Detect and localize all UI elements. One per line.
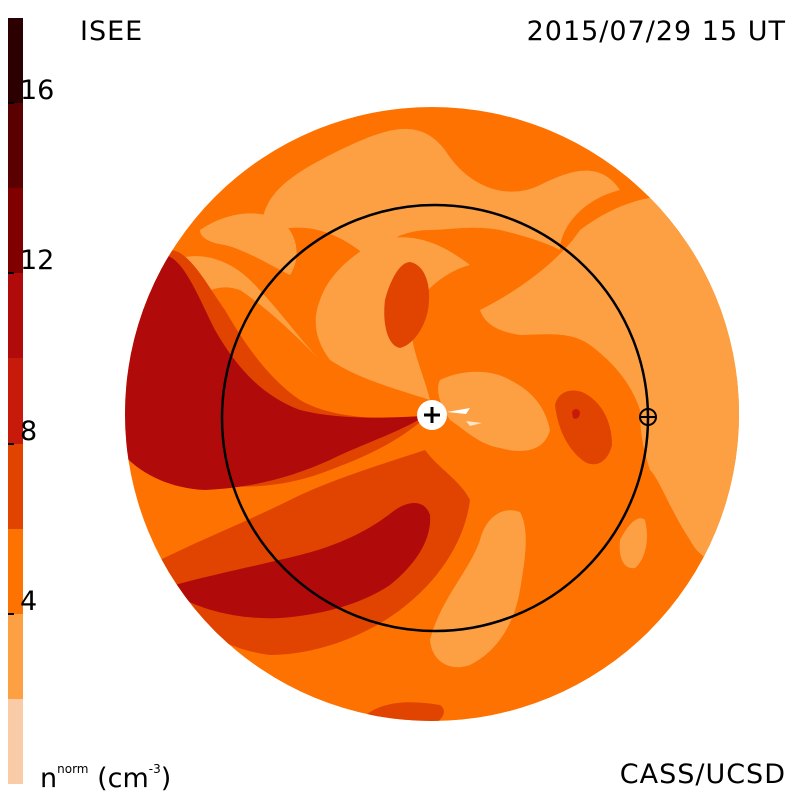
unit-exponent: -3 — [148, 762, 161, 776]
credit-label: CASS/UCSD — [619, 759, 786, 790]
colorbar-tick-label: 4 — [20, 585, 38, 617]
unit-symbol: n — [40, 763, 58, 794]
colorbar-segment — [8, 443, 23, 529]
unit-paren: (cm — [88, 763, 149, 794]
colorbar-segment — [8, 613, 23, 699]
colorbar — [8, 18, 23, 784]
sun-wisp — [447, 408, 470, 414]
region-mid-north-blob — [384, 262, 430, 348]
colorbar-tick-mark — [8, 272, 14, 275]
colorbar-segment — [8, 273, 23, 359]
colorbar-segment — [8, 698, 23, 784]
region-light-southeast — [619, 518, 647, 569]
sun-wisp-2 — [466, 421, 482, 426]
region-high-west — [125, 256, 425, 490]
colorbar-segment — [8, 18, 23, 104]
unit-close: ) — [160, 763, 172, 794]
colorbar-tick-label: 12 — [20, 245, 55, 277]
colorbar-tick-label: 8 — [20, 415, 38, 447]
unit-superscript: norm — [57, 762, 89, 776]
region-light-center — [438, 371, 550, 451]
region-high-east-spot — [572, 409, 580, 419]
colorbar-segment — [8, 528, 23, 614]
colorbar-segment — [8, 358, 23, 444]
region-mid-south-edge — [360, 702, 444, 721]
region-mid-east-blob — [555, 390, 612, 465]
region-light-northwest-arc — [200, 213, 297, 275]
colorbar-tick-mark — [8, 102, 14, 105]
colorbar-tick-label: 16 — [20, 75, 55, 107]
region-high-southwest-band — [174, 503, 431, 619]
sun-plus-icon — [417, 400, 447, 430]
timestamp: 2015/07/29 15 UT — [526, 16, 786, 47]
region-light-east — [480, 196, 739, 564]
colorbar-segment — [8, 188, 23, 274]
earth-cross-circle-icon — [639, 408, 657, 426]
colorbar-segment — [8, 103, 23, 189]
region-light-south — [430, 510, 526, 668]
colorbar-tick-mark — [8, 442, 14, 445]
colorbar-unit-label: nnorm (cm-3) — [40, 762, 172, 794]
colorbar-tick-mark — [8, 612, 14, 615]
model-title: ISEE — [80, 16, 144, 47]
